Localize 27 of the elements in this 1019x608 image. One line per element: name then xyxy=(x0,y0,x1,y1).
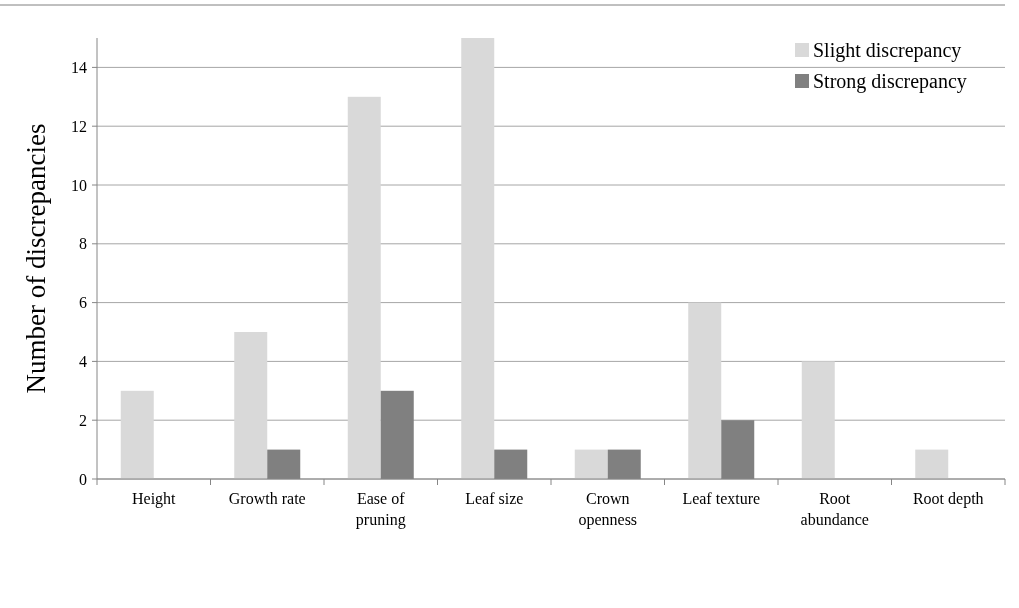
y-tick-label: 2 xyxy=(79,411,87,429)
x-tick-label: Leaf texture xyxy=(682,490,761,507)
x-tick-label: Crown openness xyxy=(578,490,638,529)
y-tick-label: 4 xyxy=(79,353,87,370)
y-tick-label: 14 xyxy=(71,59,87,76)
x-tick-label: Growth rate xyxy=(228,490,306,507)
bar xyxy=(801,361,835,479)
y-axis-title: Number of discrepancies xyxy=(21,123,51,394)
bar xyxy=(120,390,154,479)
y-tick-label: 8 xyxy=(79,235,87,253)
y-tick-label: 0 xyxy=(79,470,87,488)
x-tick-label: Height xyxy=(131,490,177,508)
bar xyxy=(915,449,949,479)
y-tick-label: 10 xyxy=(71,176,87,194)
x-tick-label: Root depth xyxy=(912,490,984,508)
x-tick-label: Ease of pruning xyxy=(355,490,406,529)
bar xyxy=(234,332,268,479)
x-tick-label: Root abundance xyxy=(800,490,869,528)
legend-label: Strong discrepancy xyxy=(813,70,967,93)
bar xyxy=(574,449,608,479)
bar xyxy=(688,302,722,479)
x-tick-label: Leaf size xyxy=(465,490,524,507)
bar xyxy=(461,38,495,479)
legend-label: Slight discrepancy xyxy=(813,39,962,62)
bar xyxy=(347,96,381,479)
y-tick-label: 12 xyxy=(71,117,87,135)
y-tick-label: 6 xyxy=(79,294,87,312)
